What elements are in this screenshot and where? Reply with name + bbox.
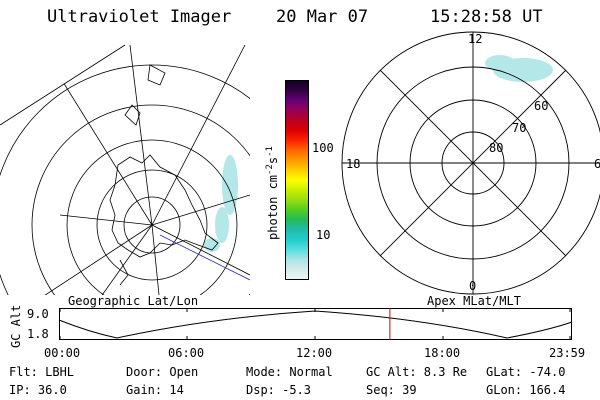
date-readout: 20 Mar 07 (276, 7, 369, 27)
altitude-ylabel: GC Alt (9, 304, 23, 348)
time-readout: 15:28:58 UT (430, 7, 543, 27)
colorbar-tick-100: 100 (312, 141, 334, 155)
x-tick-2359: 23:59 (549, 346, 586, 360)
info-gc-alt: GC Alt: 8.3 Re (366, 365, 468, 379)
mlat-label-70: 70 (512, 121, 526, 135)
x-tick-1200: 12:00 (296, 346, 333, 360)
x-tick-1800: 18:00 (424, 346, 461, 360)
mlt-label-18: 18 (346, 157, 360, 171)
mlt-label-12: 12 (468, 32, 482, 46)
colorbar-tick-10: 10 (316, 228, 331, 242)
info-ip: IP: 36.0 (9, 383, 67, 397)
info-glat: GLat: -74.0 (486, 365, 566, 379)
mlat-label-80: 80 (489, 141, 503, 155)
mlt-label-6: 6 (594, 157, 600, 171)
info-door: Door: Open (126, 365, 199, 379)
x-tick-0600: 06:00 (168, 346, 205, 360)
mlat-label-60: 60 (534, 99, 548, 113)
polar-plot: 12 18 6 0 60 70 80 (341, 31, 600, 295)
app-title: Ultraviolet Imager (47, 7, 232, 27)
x-tick-0000: 00:00 (44, 346, 81, 360)
geographic-label: Geographic Lat/Lon (68, 294, 199, 308)
altitude-y-top: 9.0 (27, 307, 49, 321)
info-mode: Mode: Normal (246, 365, 333, 379)
info-flt: Flt: LBHL (9, 365, 75, 379)
altitude-curve (58, 310, 573, 339)
mlt-label-0: 0 (469, 279, 476, 293)
colorbar-unit-label: photon cm-2s-1 (265, 146, 280, 240)
altitude-plot (58, 308, 573, 340)
geographic-map (0, 44, 250, 295)
info-gain: Gain: 14 (126, 383, 184, 397)
info-seq: Seq: 39 (366, 383, 417, 397)
altitude-y-bottom: 1.8 (27, 327, 49, 341)
colorbar (285, 80, 309, 280)
info-dsp: Dsp: -5.3 (246, 383, 312, 397)
apex-label: Apex MLat/MLT (427, 294, 521, 308)
info-glon: GLon: 166.4 (486, 383, 566, 397)
